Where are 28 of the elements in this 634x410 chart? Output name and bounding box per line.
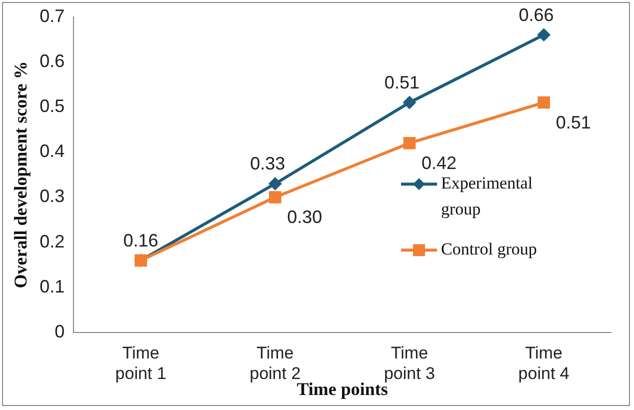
y-tick-label: 0.3: [40, 186, 65, 206]
y-tick-label: 0: [54, 322, 65, 342]
y-tick-label: 0.7: [40, 6, 65, 26]
data-label: 0.33: [250, 154, 286, 174]
data-label: 0.30: [287, 207, 322, 228]
y-tick-label: 0.5: [40, 96, 65, 116]
point: [537, 28, 550, 42]
point: [402, 96, 416, 110]
data-label: 0.66: [518, 4, 554, 25]
x-tick-label: Time point 3: [384, 343, 436, 383]
legend-label: Experimental group: [441, 174, 533, 219]
x-tick-label: Time point 1: [115, 343, 166, 383]
y-tick-label: 0.1: [40, 276, 65, 296]
data-label: 0.51: [384, 72, 420, 92]
x-tick-label: Time point 4: [518, 343, 570, 383]
data-label: 0.42: [421, 153, 457, 174]
point: [538, 96, 550, 109]
y-tick-label: 0.6: [40, 50, 65, 71]
data-label: 0.51: [556, 112, 591, 132]
x-tick-label: Time point 2: [250, 343, 301, 383]
legend-label: Control group: [441, 240, 537, 259]
point: [268, 191, 282, 204]
y-tick-label: 0.4: [40, 141, 65, 162]
point: [403, 136, 416, 150]
y-axis-title: Overall development score %: [10, 61, 30, 288]
point: [268, 177, 282, 190]
data-label: 0.16: [123, 230, 158, 250]
y-tick-label: 0.2: [40, 231, 65, 252]
